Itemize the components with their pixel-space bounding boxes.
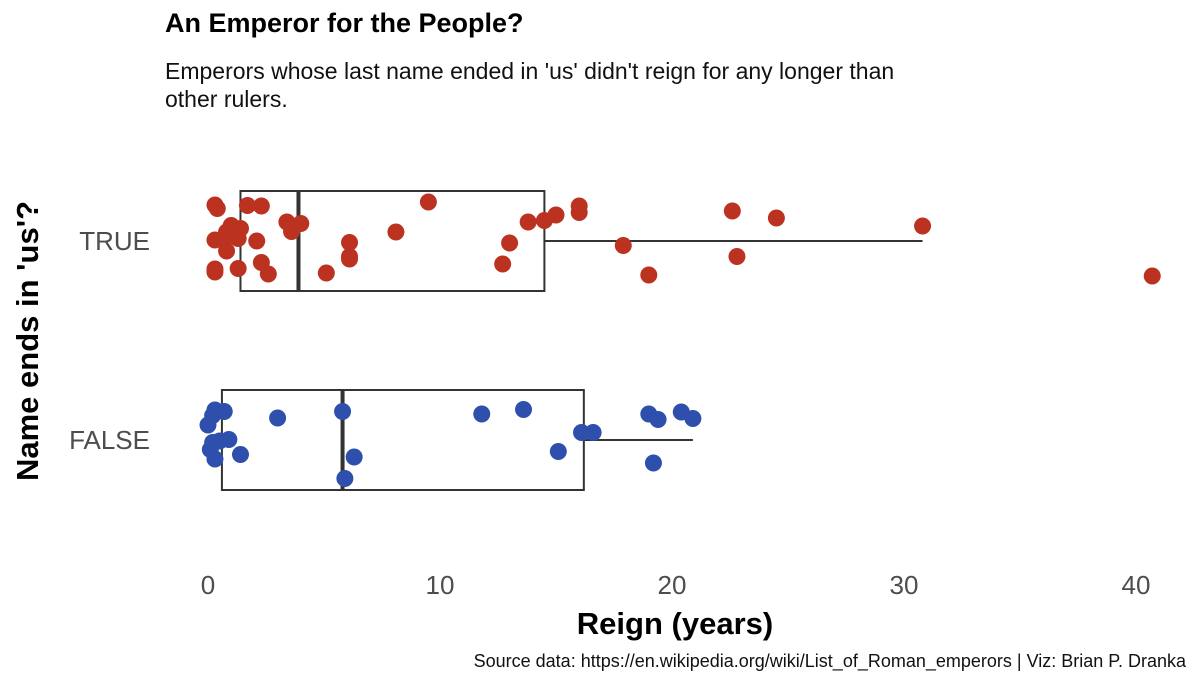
points-layer	[199, 193, 1161, 487]
point-true	[259, 265, 277, 283]
point-false	[584, 424, 602, 441]
point-true	[614, 237, 632, 254]
x-tick-label: 30	[890, 570, 919, 600]
x-tick-label: 40	[1122, 570, 1151, 600]
point-true	[1143, 267, 1161, 285]
point-false	[473, 405, 491, 423]
point-true	[208, 200, 226, 217]
point-true	[767, 209, 785, 227]
point-true	[248, 232, 266, 250]
point-false	[345, 448, 363, 466]
boxes-layer	[208, 190, 923, 491]
point-false	[515, 401, 533, 418]
x-tick-label: 0	[201, 570, 215, 600]
point-true	[206, 263, 224, 281]
axis-layer: TRUE FALSE 0 10 20 30 40 Reign (years) Name ends…	[10, 201, 1150, 641]
point-false	[549, 443, 567, 460]
point-true	[914, 217, 932, 235]
point-true	[570, 197, 588, 215]
y-tick-label-true: TRUE	[79, 226, 150, 256]
point-true	[519, 213, 537, 231]
point-false	[336, 470, 354, 487]
y-axis-title: Name ends in 'us'?	[10, 201, 45, 481]
point-false	[199, 416, 217, 434]
point-true	[640, 266, 658, 284]
point-false	[269, 409, 287, 427]
point-true	[723, 202, 741, 220]
point-true	[252, 197, 270, 215]
y-tick-label-false: FALSE	[69, 425, 150, 455]
point-false	[231, 446, 249, 463]
chart-title: An Emperor for the People?	[165, 8, 524, 38]
point-true	[341, 250, 359, 268]
point-true	[238, 197, 256, 214]
box-true	[239, 190, 546, 292]
point-false	[684, 410, 702, 427]
point-true	[292, 215, 310, 232]
point-true	[229, 230, 247, 247]
point-true	[419, 193, 437, 211]
point-false	[644, 454, 662, 472]
chart-subtitle: Emperors whose last name ended in 'us' d…	[165, 58, 895, 112]
x-axis-title: Reign (years)	[577, 606, 773, 641]
point-true	[218, 242, 236, 260]
plot-area: TRUE FALSE 0 10 20 30 40 Reign (years) Name ends…	[10, 190, 1161, 641]
point-true	[547, 206, 565, 224]
point-true	[387, 223, 405, 241]
chart-caption: Source data: https://en.wikipedia.org/wi…	[473, 651, 1186, 671]
point-true	[494, 255, 512, 273]
point-false	[334, 403, 352, 420]
point-true	[501, 234, 519, 252]
point-true	[317, 264, 335, 282]
point-true	[728, 248, 746, 265]
point-true	[341, 234, 359, 251]
point-false	[206, 450, 224, 468]
x-tick-label: 10	[426, 570, 455, 600]
x-tick-label: 20	[658, 570, 687, 600]
point-false	[649, 411, 667, 428]
point-true	[229, 260, 247, 277]
